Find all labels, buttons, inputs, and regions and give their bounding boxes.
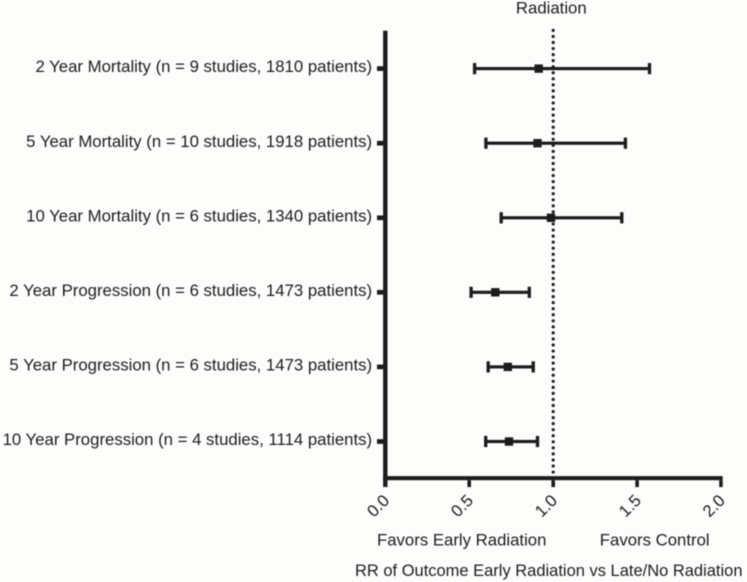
svg-text:0.5: 0.5 (447, 491, 477, 521)
svg-text:10 Year Mortality (n = 6 studi: 10 Year Mortality (n = 6 studies, 1340 p… (26, 206, 372, 225)
svg-text:1.0: 1.0 (531, 491, 561, 521)
svg-text:Favors Early Radiation: Favors Early Radiation (377, 531, 546, 550)
svg-text:10 Year Progression (n = 4 stu: 10 Year Progression (n = 4 studies, 1114… (3, 430, 373, 449)
svg-text:5 Year Progression (n = 6 stud: 5 Year Progression (n = 6 studies, 1473 … (9, 356, 372, 375)
svg-text:5 Year Mortality (n = 10 studi: 5 Year Mortality (n = 10 studies, 1918 p… (26, 132, 372, 151)
svg-text:2 Year Mortality (n = 9 studie: 2 Year Mortality (n = 9 studies, 1810 pa… (35, 57, 372, 76)
svg-text:2 Year Progression (n = 6 stud: 2 Year Progression (n = 6 studies, 1473 … (9, 281, 372, 300)
svg-text:0.0: 0.0 (363, 491, 393, 521)
svg-text:Favors Control: Favors Control (600, 531, 710, 550)
svg-text:1.5: 1.5 (615, 491, 645, 521)
svg-text:Radiation: Radiation (516, 0, 587, 18)
svg-text:RR of Outcome Early Radiation: RR of Outcome Early Radiation vs Late/No… (355, 561, 743, 580)
svg-text:2.0: 2.0 (699, 491, 729, 521)
